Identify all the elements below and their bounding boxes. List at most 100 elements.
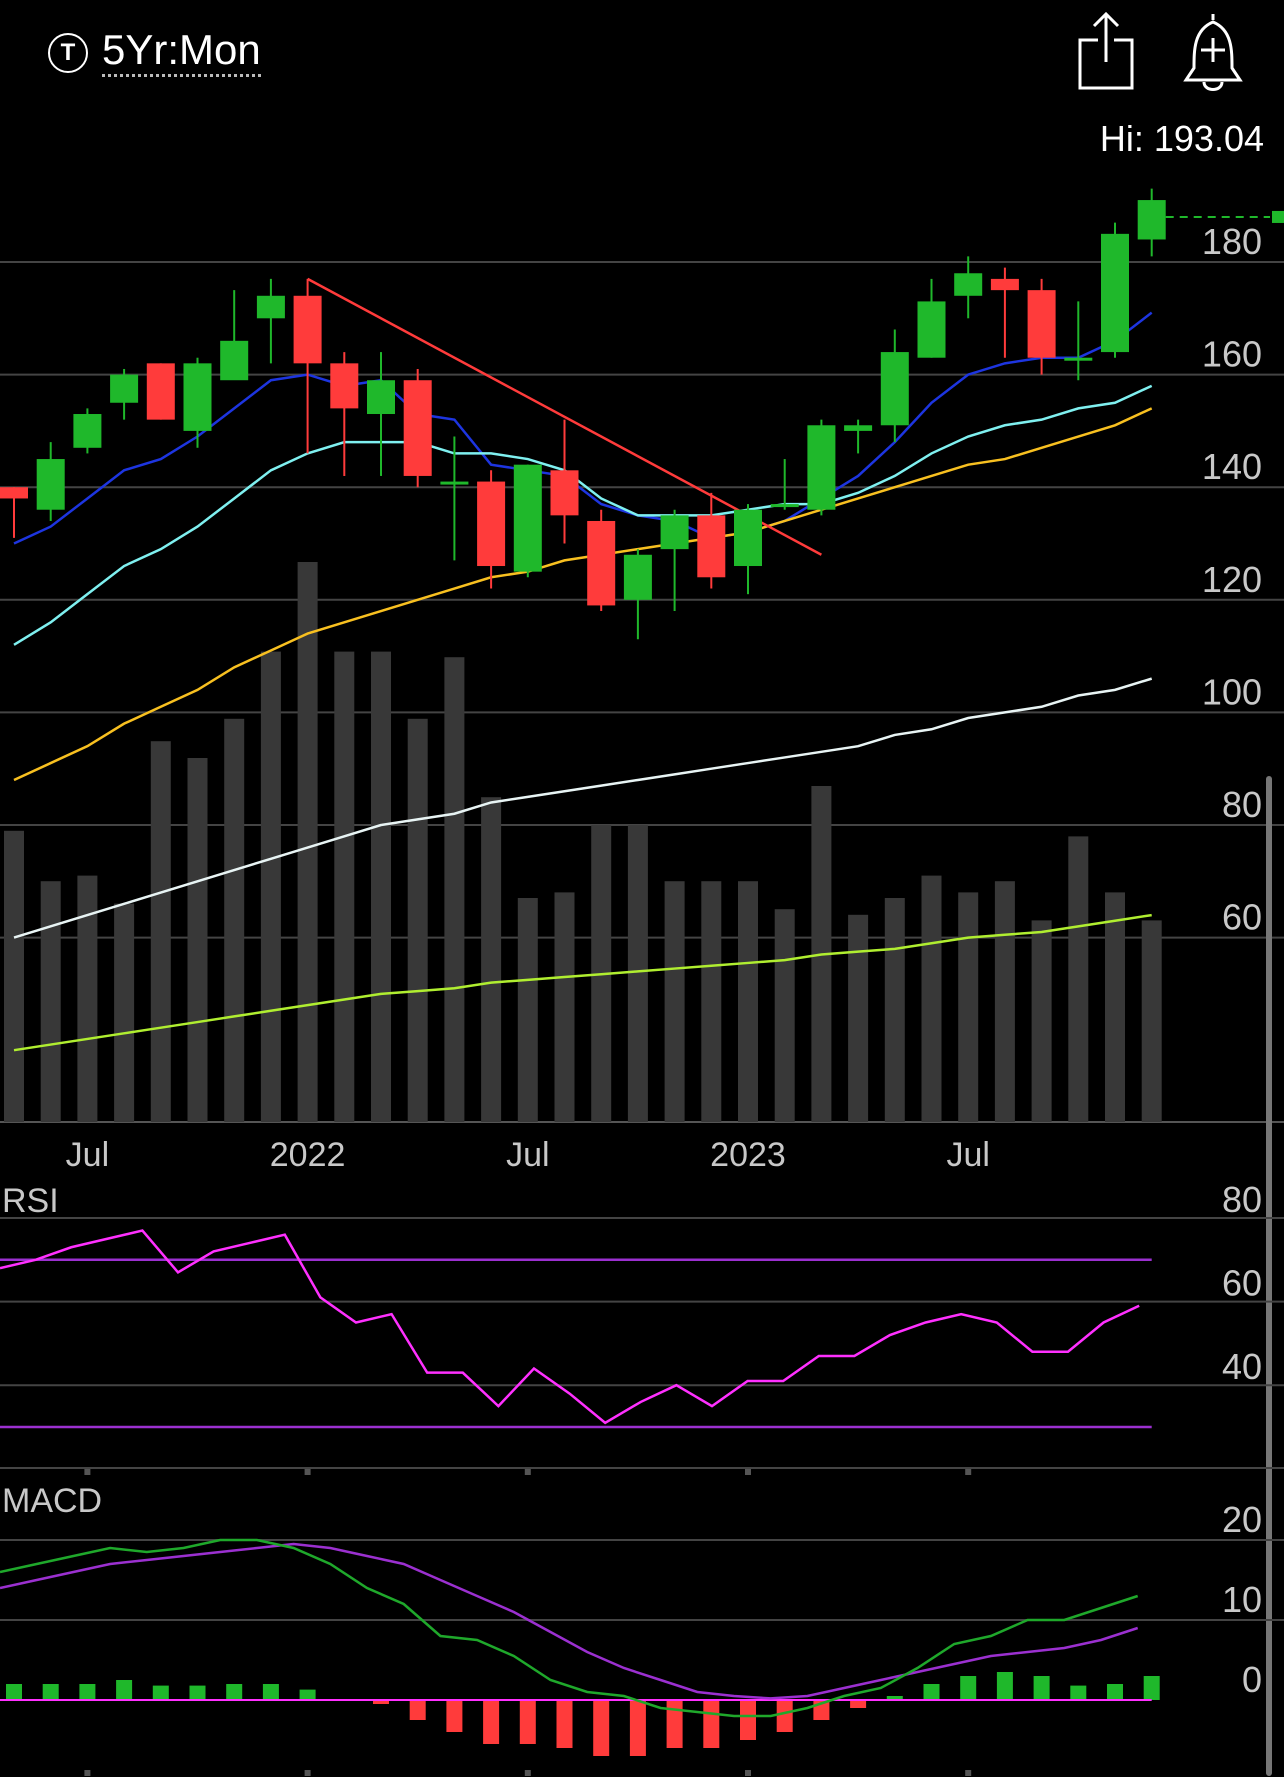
volume-bar	[517, 898, 538, 1122]
volume-bar	[334, 651, 355, 1122]
macd-y-tick: 20	[1222, 1499, 1262, 1540]
volume-bar	[1105, 892, 1125, 1122]
macd-tick-mark	[524, 1770, 531, 1776]
period-selector[interactable]: T 5Yr:Mon	[48, 28, 261, 77]
bell-plus-icon[interactable]	[1180, 10, 1246, 92]
macd-histogram-bar	[446, 1700, 463, 1732]
volume-bar	[958, 892, 979, 1122]
candle-body	[770, 504, 799, 508]
macd-histogram-bar	[1033, 1676, 1050, 1700]
volume-bar	[774, 909, 795, 1122]
candle-body	[440, 481, 469, 485]
moving-average-line	[13, 311, 1153, 545]
rsi-label: RSI	[2, 1182, 59, 1220]
candle-body	[917, 301, 946, 358]
macd-histogram-bar	[42, 1684, 59, 1700]
candle-body	[587, 520, 616, 606]
candle-body	[623, 554, 652, 600]
volume-bar	[187, 758, 208, 1122]
price-y-tick: 160	[1202, 334, 1262, 375]
candle-body	[734, 509, 762, 567]
macd-histogram-bar	[1070, 1685, 1087, 1700]
ticker-type-icon: T	[48, 32, 88, 73]
share-icon[interactable]	[1076, 10, 1136, 92]
volume-bar	[1068, 836, 1089, 1122]
volume-bar	[884, 898, 905, 1122]
macd-label: MACD	[2, 1482, 102, 1520]
rsi-tick-mark	[965, 1469, 972, 1475]
macd-histogram-bar	[1143, 1676, 1160, 1700]
macd-histogram-bar	[850, 1700, 867, 1708]
macd-histogram-bar	[483, 1700, 500, 1744]
volume-bar	[77, 875, 98, 1122]
moving-average-line	[13, 407, 1153, 782]
price-y-tick: 180	[1202, 221, 1262, 262]
volume-bar	[1141, 920, 1162, 1122]
volume-bar	[407, 718, 428, 1122]
rsi-tick-mark	[304, 1469, 311, 1475]
macd-histogram-bar	[666, 1700, 683, 1748]
volume-bar	[4, 830, 24, 1122]
macd-histogram-bar	[152, 1685, 169, 1700]
macd-histogram-bar	[556, 1700, 573, 1748]
candle-body	[330, 363, 359, 409]
rsi-line	[0, 1229, 1140, 1425]
macd-histogram-bar	[960, 1676, 977, 1700]
x-tick-label: 2022	[270, 1136, 346, 1174]
volume-bar	[1031, 920, 1052, 1122]
rsi-y-tick: 60	[1222, 1263, 1262, 1304]
macd-histogram-bar	[703, 1700, 720, 1748]
high-marker	[1272, 210, 1284, 223]
macd-histogram-bar	[6, 1684, 22, 1700]
candle-body	[1101, 233, 1129, 353]
candle-body	[880, 352, 909, 426]
candle-body	[110, 374, 139, 403]
macd-line	[0, 1538, 1139, 1718]
candle-body	[367, 380, 395, 415]
volume-bar	[371, 651, 391, 1122]
volume-bar	[701, 881, 722, 1122]
volume-bar	[297, 562, 318, 1122]
macd-signal-line	[0, 1542, 1139, 1700]
candle-body	[36, 459, 65, 510]
price-y-tick: 120	[1202, 559, 1262, 600]
macd-histogram-bar	[116, 1680, 133, 1700]
macd-histogram-bar	[1107, 1684, 1123, 1700]
candle-body	[513, 464, 542, 572]
volume-bar	[114, 903, 135, 1122]
macd-histogram-bar	[629, 1700, 646, 1756]
macd-histogram-bar	[79, 1684, 96, 1700]
volume-bar	[627, 825, 648, 1122]
candle-body	[183, 363, 212, 431]
volume-bar	[444, 657, 465, 1122]
candle-body	[550, 470, 579, 516]
volume-bar	[224, 718, 245, 1122]
moving-average-line	[13, 677, 1153, 939]
macd-histogram-bar	[226, 1684, 243, 1700]
candle-body	[990, 278, 1019, 291]
candle-body	[807, 425, 836, 510]
candle-body	[256, 295, 285, 319]
macd-y-tick: 0	[1242, 1659, 1262, 1700]
candle-body	[293, 295, 322, 364]
macd-tick-mark	[84, 1770, 91, 1776]
scrollbar	[1266, 776, 1272, 1776]
macd-histogram-bar	[519, 1700, 536, 1744]
macd-tick-mark	[304, 1770, 311, 1776]
price-y-tick: 140	[1202, 446, 1262, 487]
rsi-y-tick: 40	[1222, 1346, 1262, 1387]
candle-body	[1027, 290, 1056, 358]
macd-histogram-bar	[996, 1672, 1013, 1700]
macd-histogram-bar	[262, 1684, 279, 1700]
volume-bar	[481, 797, 502, 1122]
candle-body	[660, 515, 689, 550]
x-tick-label: 2023	[710, 1136, 786, 1174]
rsi-tick-mark	[745, 1469, 751, 1475]
rsi-tick-mark	[524, 1469, 531, 1475]
period-label[interactable]: 5Yr:Mon	[102, 28, 261, 77]
candle-body	[220, 340, 249, 381]
candle-body	[146, 363, 175, 420]
candle-body	[403, 380, 432, 476]
price-y-tick: 80	[1222, 784, 1262, 825]
